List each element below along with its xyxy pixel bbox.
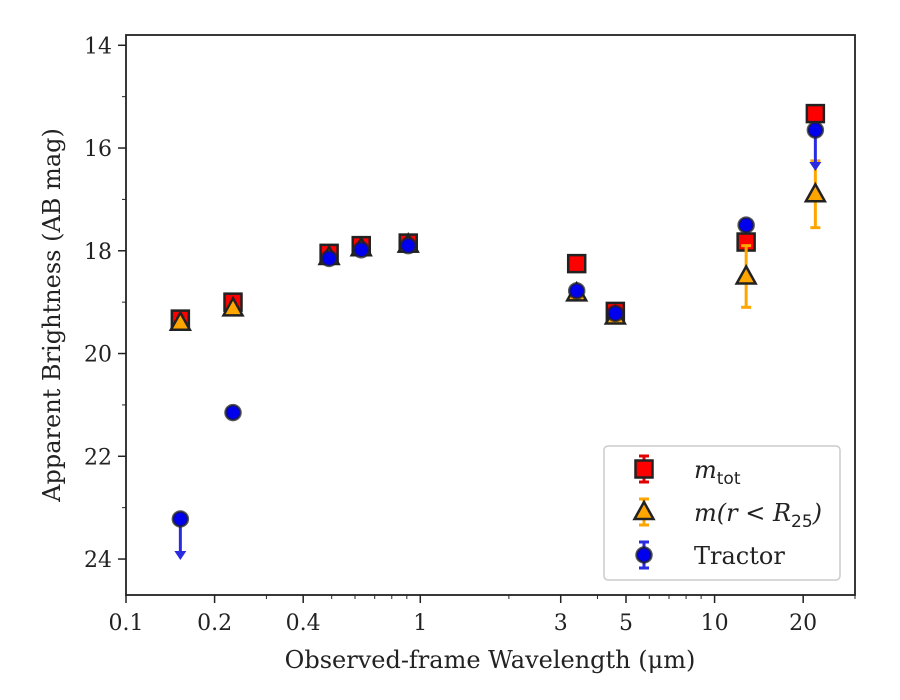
legend-marker	[635, 546, 653, 564]
legend-label: Tractor	[694, 542, 785, 570]
data-point	[224, 403, 242, 422]
x-tick-label: 0.4	[286, 611, 321, 636]
legend-marker	[634, 459, 654, 479]
y-tick-label: 22	[84, 445, 112, 470]
data-point	[734, 263, 758, 285]
series-square	[170, 103, 826, 329]
legend-entry: Tractor	[635, 540, 785, 570]
data-point	[171, 510, 190, 528]
legend-marker	[632, 499, 656, 521]
x-tick-label: 5	[619, 611, 633, 636]
data-point	[806, 121, 825, 139]
data-point	[566, 253, 587, 274]
legend-entry: mtot	[634, 454, 741, 489]
axes: 0.1 0.2 0.4 1 3 5 10 20 14 16 18 20 22 24	[84, 34, 856, 636]
data-points	[168, 103, 827, 560]
x-tick-label: 0.2	[197, 611, 232, 636]
x-tick-label: 10	[701, 611, 729, 636]
y-tick-label: 14	[84, 34, 112, 59]
x-tick-label: 20	[789, 611, 817, 636]
legend: mtot m(r < R25) Tractor	[603, 445, 841, 581]
y-tick-label: 18	[84, 240, 112, 265]
y-tick-label: 24	[84, 548, 112, 573]
data-point	[221, 295, 245, 317]
data-point	[803, 181, 827, 203]
data-point	[168, 310, 192, 331]
data-point	[320, 249, 338, 268]
y-axis-label: Apparent Brightness (AB mag)	[38, 128, 66, 503]
legend-label: mtot	[694, 456, 741, 489]
series-triangle	[168, 159, 827, 331]
data-point	[606, 304, 625, 323]
legend-box	[603, 445, 841, 581]
legend-entry: m(r < R25)	[632, 497, 822, 532]
x-tick-label: 0.1	[109, 611, 144, 636]
y-tick-label: 16	[84, 137, 112, 162]
plot-frame	[125, 34, 856, 596]
y-tick-label: 20	[84, 343, 112, 368]
x-tick-label: 1	[413, 611, 427, 636]
data-point	[737, 216, 755, 234]
data-point	[399, 236, 417, 255]
x-tick-label: 3	[554, 611, 568, 636]
data-point	[352, 241, 370, 259]
data-point	[805, 103, 826, 124]
legend-label: m(r < R25)	[694, 499, 822, 532]
data-point	[567, 282, 586, 300]
series-circle	[171, 121, 825, 560]
x-axis-label: Observed-frame Wavelength (μm)	[285, 646, 696, 674]
